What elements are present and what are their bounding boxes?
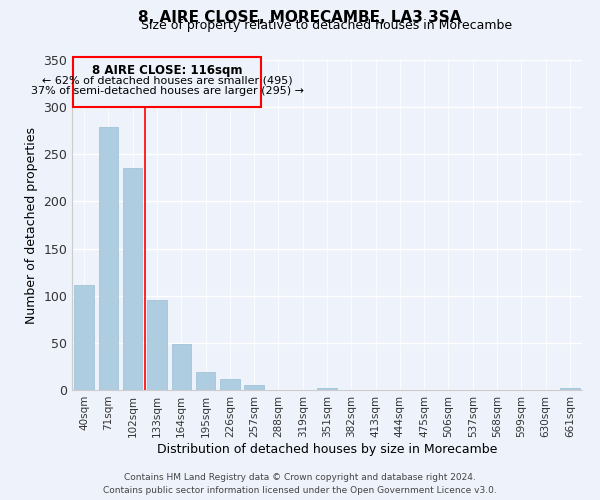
Bar [317, 388, 337, 390]
Text: Contains HM Land Registry data © Crown copyright and database right 2024.
Contai: Contains HM Land Registry data © Crown c… [103, 474, 497, 495]
Bar [220, 378, 239, 390]
FancyBboxPatch shape [73, 57, 262, 107]
Bar [196, 372, 215, 390]
Title: Size of property relative to detached houses in Morecambe: Size of property relative to detached ho… [142, 20, 512, 32]
Bar [99, 127, 118, 390]
Y-axis label: Number of detached properties: Number of detached properties [25, 126, 38, 324]
Bar [560, 388, 580, 390]
Bar [172, 344, 191, 390]
Text: 8, AIRE CLOSE, MORECAMBE, LA3 3SA: 8, AIRE CLOSE, MORECAMBE, LA3 3SA [138, 10, 462, 25]
Bar [74, 286, 94, 390]
Bar [123, 168, 142, 390]
Bar [244, 386, 264, 390]
Text: ← 62% of detached houses are smaller (495): ← 62% of detached houses are smaller (49… [42, 75, 293, 85]
Text: 8 AIRE CLOSE: 116sqm: 8 AIRE CLOSE: 116sqm [92, 64, 242, 77]
Text: 37% of semi-detached houses are larger (295) →: 37% of semi-detached houses are larger (… [31, 86, 304, 97]
X-axis label: Distribution of detached houses by size in Morecambe: Distribution of detached houses by size … [157, 442, 497, 456]
Bar [147, 300, 167, 390]
